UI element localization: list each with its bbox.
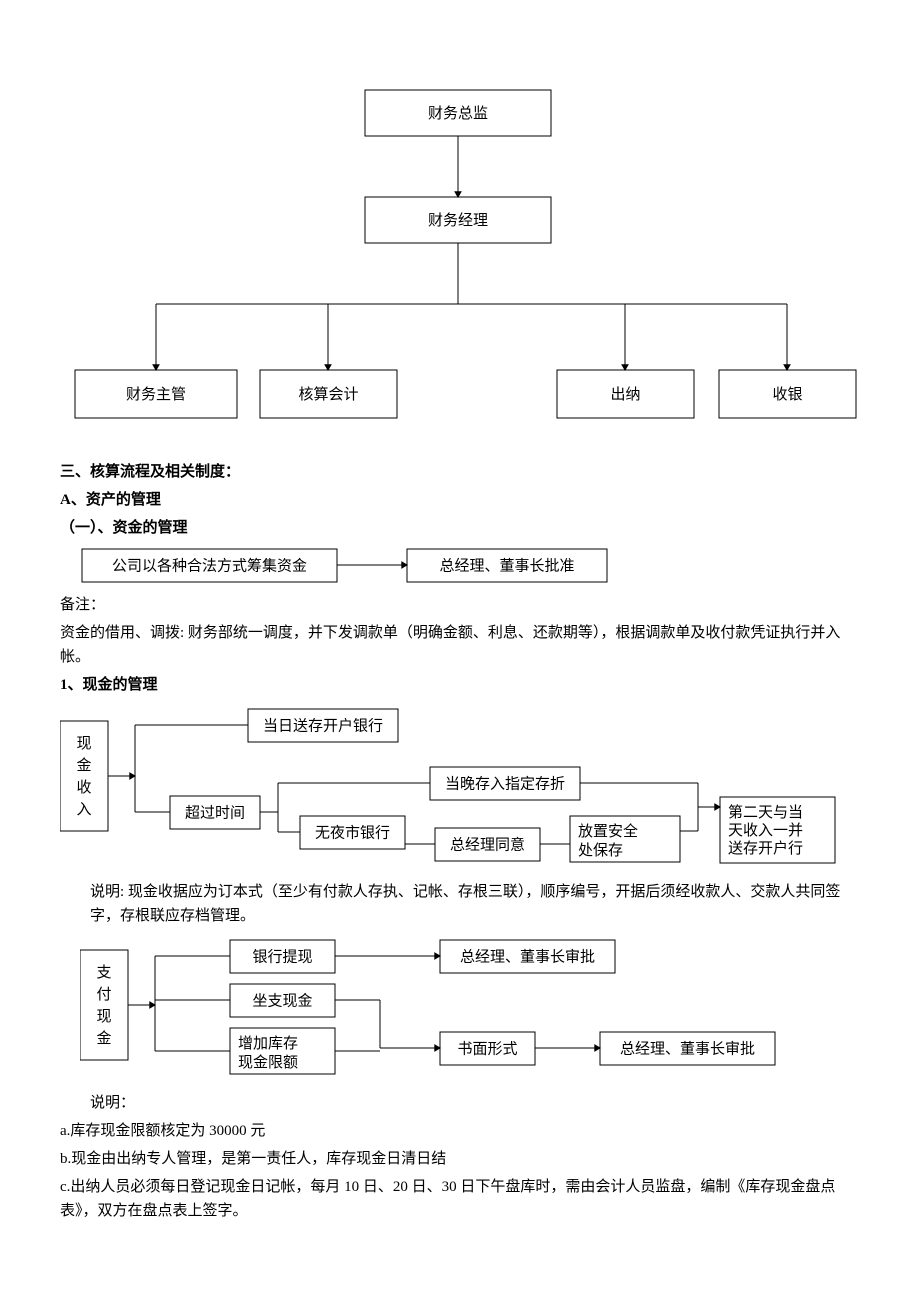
org-chart: 财务总监财务经理财务主管 核算会计 出纳 收银 [60, 50, 860, 450]
svg-text:收银: 收银 [772, 386, 802, 403]
section3-title: 三、核算流程及相关制度： [60, 460, 860, 484]
svg-text:总经理同意: 总经理同意 [450, 836, 525, 854]
cash-note: 说明: 现金收据应为订本式（至少有付款人存执、记帐、存根三联），顺序编号，开据后… [90, 880, 860, 928]
cash-mgmt-title: 1、现金的管理 [60, 673, 860, 697]
svg-text:第二天与当: 第二天与当 [728, 803, 803, 821]
funds-flow: 公司以各种合法方式筹集资金 总经理、董事长批准 [60, 544, 860, 589]
svg-text:现金限额: 现金限额 [238, 1054, 298, 1071]
svg-text:天收入一并: 天收入一并 [728, 822, 803, 839]
note1-body: 资金的借用、调拨: 财务部统一调度，并下发调款单（明确金额、利息、还款期等），根… [60, 621, 860, 669]
explain-a: a.库存现金限额核定为 30000 元 [60, 1119, 860, 1143]
svg-text:现: 现 [96, 1009, 111, 1025]
svg-text:公司以各种合法方式筹集资金: 公司以各种合法方式筹集资金 [112, 558, 307, 575]
svg-text:金: 金 [96, 1030, 111, 1047]
svg-text:现: 现 [76, 736, 91, 752]
svg-text:超过时间: 超过时间 [185, 805, 245, 822]
svg-text:金: 金 [76, 757, 91, 774]
svg-text:处保存: 处保存 [578, 842, 623, 859]
svg-text:收: 收 [76, 779, 91, 796]
svg-text:总经理、董事长批准: 总经理、董事长批准 [439, 558, 574, 575]
note1-label: 备注： [60, 593, 860, 617]
svg-text:财务总监: 财务总监 [428, 105, 488, 122]
svg-text:支: 支 [96, 964, 111, 981]
svg-text:当晚存入指定存折: 当晚存入指定存折 [445, 776, 565, 793]
explain-label: 说明： [90, 1091, 860, 1115]
svg-text:增加库存: 增加库存 [238, 1035, 298, 1052]
svg-text:送存开户行: 送存开户行 [728, 840, 803, 857]
cash-income-flow: 现金收入 当日送存开户银行超过时间无夜市银行 当晚存入指定存折总经理同意 放置安全处保… [60, 701, 860, 876]
cash-pay-flow: 支付现金银行提现坐支现金增加库存现金限额总经理、董事长审批书面形式总经理、董事长… [80, 932, 880, 1087]
explain-c: c.出纳人员必须每日登记现金日记帐，每月 10 日、20 日、30 日下午盘库时… [60, 1175, 860, 1223]
svg-text:总经理、董事长审批: 总经理、董事长审批 [460, 949, 595, 966]
svg-text:放置安全: 放置安全 [578, 822, 638, 840]
svg-text:总经理、董事长审批: 总经理、董事长审批 [620, 1041, 755, 1058]
svg-text:财务主管: 财务主管 [126, 386, 186, 403]
explain-b: b.现金由出纳专人管理，是第一责任人，库存现金日清日结 [60, 1147, 860, 1171]
section-1-title: （一）、资金的管理 [60, 516, 860, 540]
svg-text:无夜市银行: 无夜市银行 [315, 825, 390, 842]
svg-text:坐支现金: 坐支现金 [252, 993, 312, 1010]
svg-text:书面形式: 书面形式 [457, 1041, 517, 1058]
svg-text:银行提现: 银行提现 [252, 949, 312, 966]
svg-text:付: 付 [96, 986, 111, 1003]
svg-text:核算会计: 核算会计 [298, 385, 358, 403]
svg-text:当日送存开户银行: 当日送存开户银行 [263, 718, 383, 735]
sectionA-title: A、资产的管理 [60, 488, 860, 512]
svg-text:财务经理: 财务经理 [428, 212, 488, 229]
svg-text:出纳: 出纳 [610, 386, 640, 403]
svg-text:入: 入 [76, 802, 91, 818]
